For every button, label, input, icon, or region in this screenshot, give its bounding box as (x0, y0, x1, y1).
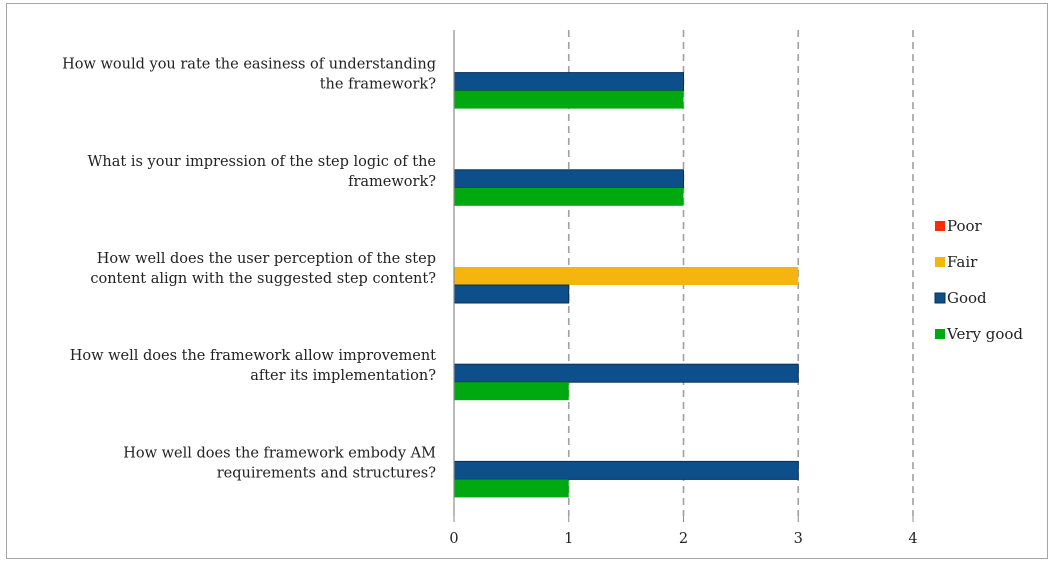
legend-swatch-fair (935, 257, 945, 267)
category-label-line: after its implementation? (250, 368, 436, 384)
bar-very-good-2 (454, 187, 684, 206)
category-label-line: How would you rate the easiness of under… (62, 57, 436, 73)
category-label-line: requirements and structures? (217, 465, 436, 481)
tick-labels: 0 1 2 3 4 (449, 531, 917, 547)
legend-swatch-very-good (935, 329, 945, 339)
legend-label-fair: Fair (947, 253, 978, 271)
category-label-5: How well does the framework embody AM req… (123, 445, 436, 481)
category-label-line: How well does the framework allow improv… (70, 348, 436, 364)
category-label-3: How well does the user perception of the… (90, 251, 436, 287)
bars (453, 72, 799, 498)
bar-good-2 (453, 169, 684, 189)
x-tick-label-3: 3 (794, 531, 803, 547)
legend-swatch-poor (935, 221, 945, 231)
bar-good-1 (453, 72, 684, 92)
category-label-line: framework? (348, 174, 436, 190)
category-label-line: How well does the framework embody AM (123, 445, 436, 461)
category-label-line: the framework? (320, 77, 436, 93)
legend-label-very-good: Very good (946, 325, 1023, 343)
x-tick-label-1: 1 (564, 531, 573, 547)
x-tick-label-4: 4 (908, 531, 917, 547)
bar-very-good-5 (454, 479, 569, 498)
category-label-line: What is your impression of the step logi… (88, 154, 436, 170)
category-label-4: How well does the framework allow improv… (70, 348, 437, 384)
bar-very-good-4 (454, 382, 569, 401)
bar-good-5 (453, 460, 799, 480)
bar-good-4 (453, 363, 799, 383)
legend-label-poor: Poor (947, 217, 983, 235)
category-label-2: What is your impression of the step logi… (88, 154, 437, 190)
category-label-line: How well does the user perception of the… (97, 251, 436, 267)
bar-fair-3 (454, 267, 799, 285)
category-label-1: How would you rate the easiness of under… (62, 57, 436, 93)
bar-good-3 (453, 284, 570, 304)
category-labels: How would you rate the easiness of under… (62, 57, 436, 482)
axes (453, 30, 914, 522)
bar-very-good-1 (454, 90, 684, 109)
x-tick-label-0: 0 (449, 531, 458, 547)
legend-label-good: Good (947, 289, 987, 307)
x-tick-label-2: 2 (679, 531, 688, 547)
category-label-line: content align with the suggested step co… (90, 271, 436, 287)
legend: Poor Fair Good Very good (934, 217, 1023, 343)
legend-swatch-good (934, 292, 946, 304)
